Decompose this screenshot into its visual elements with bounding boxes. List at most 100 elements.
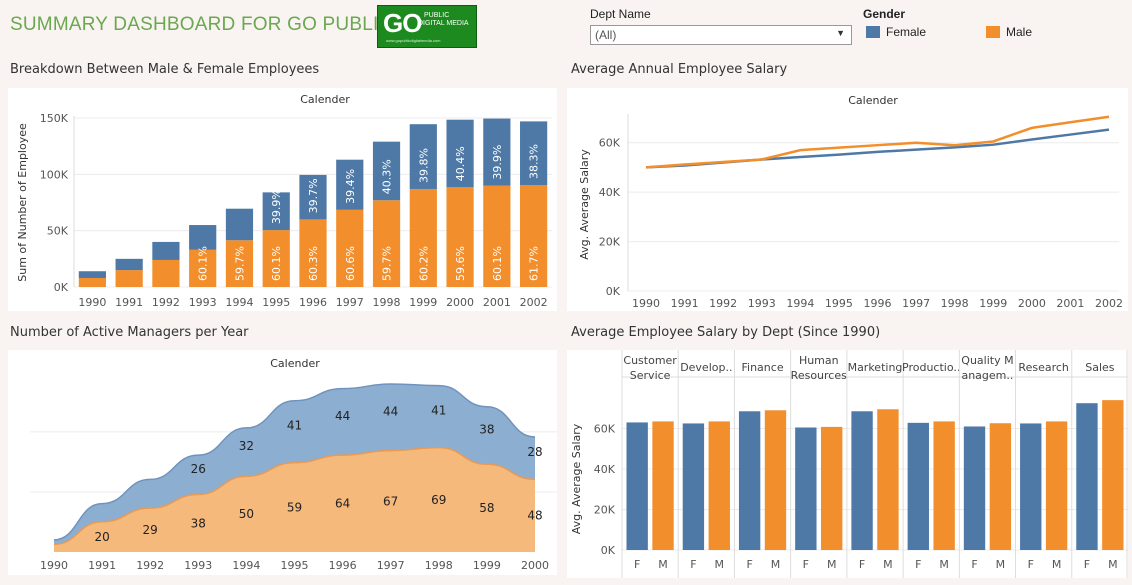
- x-tick-label: 1995: [825, 297, 853, 310]
- x-tick-label: 1999: [409, 296, 437, 309]
- bar-female-1998: [372, 141, 401, 201]
- bar-male-production: [933, 421, 955, 550]
- y-axis-label: Avg. Average Salary: [570, 423, 583, 534]
- x-tick-label: 1991: [88, 559, 116, 572]
- area-female: [54, 384, 535, 545]
- bar-female-sales: [1076, 403, 1098, 550]
- bar-male-2001: [483, 185, 511, 287]
- gender-legend-title: Gender: [863, 7, 906, 21]
- area-male: [54, 447, 535, 552]
- legend-label-female: Female: [886, 25, 927, 39]
- chevron-down-icon[interactable]: ▼: [836, 28, 845, 38]
- bar-male-1993: [189, 249, 217, 287]
- bar-male-finance: [764, 410, 787, 550]
- x-tick-label-m: M: [658, 558, 668, 571]
- bar-male-1999: [409, 188, 437, 287]
- data-label-male: 50: [239, 507, 254, 521]
- active-managers-title: Number of Active Managers per Year: [10, 325, 249, 340]
- data-label-male: 60.1%: [197, 246, 210, 281]
- bar-female-research: [1020, 423, 1042, 550]
- x-tick-label: 2000: [1018, 297, 1046, 310]
- data-label-male: 59: [287, 500, 302, 514]
- x-tick-label-m: M: [827, 558, 837, 571]
- chart-header: Calender: [270, 357, 320, 370]
- dept-header-label: Marketing: [848, 361, 903, 374]
- dept-header-label: anagem..: [961, 369, 1013, 382]
- data-label-female: 40.3%: [381, 159, 394, 194]
- go-public-logo: GO PUBLIC DIGITAL MEDIA www.gopublicdigi…: [377, 5, 477, 48]
- male-swatch-icon: [986, 26, 1000, 38]
- data-label-female: 39.8%: [417, 148, 430, 183]
- y-axis-label: Sum of Number of Employee: [16, 123, 29, 282]
- salary-by-dept-title: Average Employee Salary by Dept (Since 1…: [571, 325, 881, 340]
- x-tick-label: 1998: [425, 559, 453, 572]
- salary-by-dept-chart: Avg. Average Salary 0K 20K 40K 60K Customer Se…: [570, 350, 1128, 578]
- x-tick-label: 1991: [671, 297, 699, 310]
- dept-filter-select[interactable]: (All) ▼: [590, 25, 852, 45]
- x-tick-label: 1990: [632, 297, 660, 310]
- logo-go-text: GO: [383, 8, 422, 38]
- dept-header-label: Quality M: [961, 354, 1013, 367]
- x-tick-label: 1997: [336, 296, 364, 309]
- female-swatch-icon: [866, 26, 880, 38]
- data-label-male: 60.6%: [344, 246, 357, 281]
- x-tick-label-f: F: [803, 558, 809, 571]
- x-tick-label: 1992: [136, 559, 164, 572]
- data-label-male: 69: [431, 493, 446, 507]
- data-label-male: 59.6%: [454, 246, 467, 281]
- data-label-female: 39.7%: [307, 178, 320, 213]
- x-tick-label: 1990: [78, 296, 106, 309]
- active-managers-chart: Calender 1990 20 1991 29 1992 26 38 1993 32 50 1994…: [30, 357, 557, 572]
- dept-header-label: Resources: [791, 369, 847, 382]
- x-tick-label-f: F: [915, 558, 921, 571]
- y-tick-label: 20K: [599, 236, 621, 249]
- x-tick-label: 2002: [1095, 297, 1123, 310]
- x-tick-label: 1994: [225, 296, 253, 309]
- gender-breakdown-panel: Calender Sum of Number of Employee 0K 50K 10…: [8, 88, 557, 311]
- bar-female-2001: [483, 118, 511, 186]
- data-label-female: 44: [383, 404, 398, 418]
- x-tick-label: 1996: [329, 559, 357, 572]
- x-tick-label: 2000: [446, 296, 474, 309]
- legend-item-male[interactable]: Male: [986, 25, 1032, 39]
- bar-female-1992: [152, 241, 180, 260]
- x-tick-label: 1994: [786, 297, 814, 310]
- dept-filter-value: (All): [595, 28, 617, 42]
- data-label-male: 20: [94, 530, 109, 544]
- bar-male-development: [708, 421, 730, 550]
- bar-male-1990: [78, 277, 106, 287]
- data-label-female: 41: [431, 404, 446, 418]
- dept-header-label: Research: [1018, 361, 1068, 374]
- legend-item-female[interactable]: Female: [866, 25, 926, 39]
- x-tick-label: 1996: [299, 296, 327, 309]
- data-label-male: 48: [527, 509, 542, 523]
- bar-male-1995: [262, 230, 290, 287]
- dept-header-label: Sales: [1085, 361, 1115, 374]
- dept-filter-label: Dept Name: [590, 7, 651, 21]
- data-label-female: 38: [479, 422, 494, 436]
- bar-male-1996: [299, 219, 327, 287]
- data-label-female: 40.4%: [454, 146, 467, 181]
- line-male-top: [53, 446, 536, 546]
- x-tick-label-m: M: [715, 558, 725, 571]
- bar-female-1997: [336, 159, 364, 210]
- x-tick-label: 2001: [1056, 297, 1084, 310]
- data-label-male: 58: [479, 501, 494, 515]
- data-label-female: 39.9%: [270, 189, 283, 224]
- x-tick-label-f: F: [1084, 558, 1090, 571]
- data-label-female: 38.3%: [528, 144, 541, 179]
- bar-male-1997: [336, 209, 364, 287]
- x-tick-label-m: M: [771, 558, 781, 571]
- avg-salary-chart: Calender Avg. Average Salary 0K 20K 40K 60K 19…: [578, 94, 1123, 310]
- bar-female-quality-management: [963, 426, 986, 550]
- bar-female-1991: [115, 258, 143, 271]
- x-tick-label-f: F: [746, 558, 752, 571]
- bar-female-marketing: [851, 411, 873, 550]
- x-tick-label-f: F: [634, 558, 640, 571]
- bar-male-human-resources: [821, 426, 843, 550]
- data-label-male: 67: [383, 494, 398, 508]
- bar-male-customer-service: [652, 421, 674, 550]
- dept-header-label: Productio..: [902, 361, 960, 374]
- x-tick-label: 2000: [521, 559, 549, 572]
- bar-female-customer-service: [626, 422, 648, 550]
